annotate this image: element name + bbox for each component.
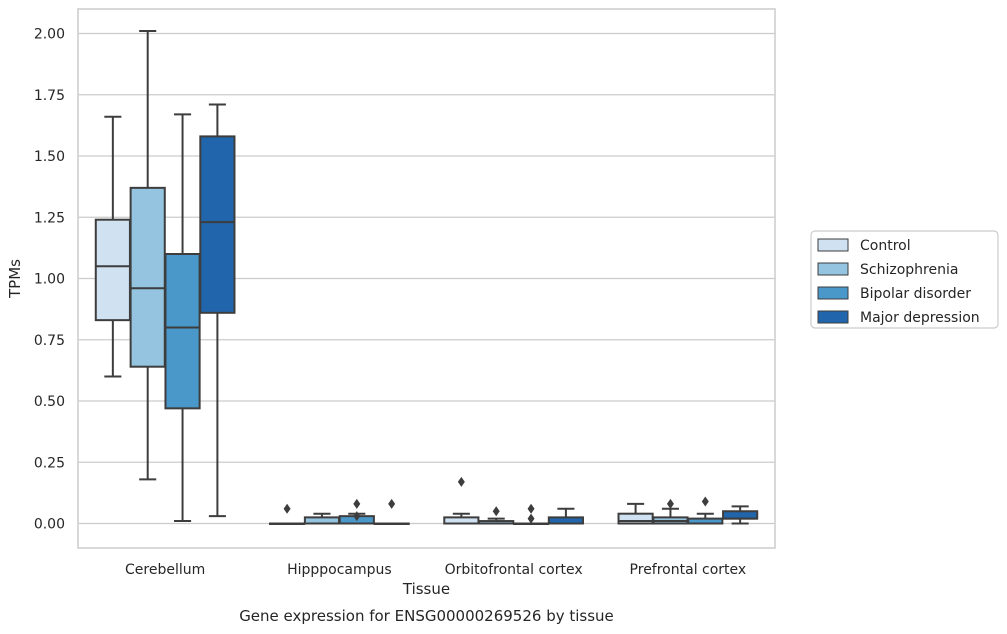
box-body [129, 186, 166, 368]
box-body [722, 510, 759, 520]
box-hipppocampus-control [269, 503, 306, 525]
y-tick-label: 1.50 [34, 149, 65, 165]
y-tick-label: 2.00 [34, 27, 65, 43]
outlier-point [666, 498, 674, 509]
box-prefrontal-cortex-control [617, 502, 654, 525]
legend-frame [810, 230, 999, 329]
y-tick-label: 0.50 [34, 394, 65, 410]
outlier-point [283, 503, 291, 514]
y-tick-label: 1.00 [34, 272, 65, 288]
y-tick-label: 1.25 [34, 210, 65, 226]
y-tick-label: 0.00 [34, 517, 65, 533]
box-prefrontal-cortex-major-depression [722, 505, 759, 525]
outlier-point [388, 498, 396, 509]
box-cerebellum-bipolar-disorder [164, 113, 201, 523]
outlier-point [527, 513, 535, 524]
plot-boxes [94, 30, 759, 525]
legend-swatch [817, 310, 849, 324]
y-tick-label: 0.25 [34, 455, 65, 471]
plot-frame [77, 8, 776, 549]
outlier-point [701, 496, 709, 507]
box-cerebellum-schizophrenia [129, 30, 166, 481]
box-hipppocampus-schizophrenia [303, 512, 341, 525]
box-orbitofrontal-cortex-major-depression [547, 507, 584, 525]
outlier-point [353, 498, 361, 509]
y-tick-label: 1.75 [34, 88, 65, 104]
x-tick-label: Hipppocampus [287, 562, 392, 578]
box-orbitofrontal-cortex-schizophrenia [478, 506, 515, 525]
box-cerebellum-major-depression [199, 103, 236, 518]
box-body [199, 135, 236, 314]
box-prefrontal-cortex-bipolar-disorder [687, 496, 724, 525]
x-tick-label: Prefrontal cortex [630, 562, 747, 578]
box-body [94, 218, 131, 322]
outlier-point [527, 503, 535, 514]
legend-swatch [817, 238, 849, 252]
legend-label: Major depression [860, 310, 980, 326]
y-axis-ticks: 0.00 0.25 0.50 0.75 1.00 1.25 1.50 1.75 2.00 [34, 27, 65, 533]
box-orbitofrontal-cortex-control [443, 476, 480, 525]
y-axis-label: TPMs [6, 259, 24, 299]
outlier-point [492, 506, 500, 517]
outlier-point [457, 476, 465, 487]
figure-caption: Gene expression for ENSG00000269526 by t… [239, 607, 614, 625]
legend-swatch [817, 286, 849, 300]
box-body [164, 253, 201, 410]
legend: Control Schizophrenia Bipolar disorder Majo… [810, 230, 999, 329]
x-tick-label: Cerebellum [125, 562, 205, 578]
box-orbitofrontal-cortex-bipolar-disorder [512, 503, 550, 525]
x-tick-label: Orbitofrontal cortex [445, 562, 583, 578]
outlier-point [353, 511, 361, 522]
legend-label: Bipolar disorder [860, 286, 971, 302]
legend-label: Control [860, 238, 911, 254]
legend-swatch [817, 262, 849, 276]
x-axis-ticks: Cerebellum Hipppocampus Orbitofrontal cort… [125, 562, 746, 578]
legend-label: Schizophrenia [860, 262, 958, 278]
box-hipppocampus-major-depression [373, 498, 410, 525]
box-hipppocampus-bipolar-disorder [338, 498, 375, 525]
x-axis-label: Tissue [402, 580, 450, 598]
y-tick-label: 0.75 [34, 333, 65, 349]
box-prefrontal-cortex-schizophrenia [652, 498, 689, 525]
